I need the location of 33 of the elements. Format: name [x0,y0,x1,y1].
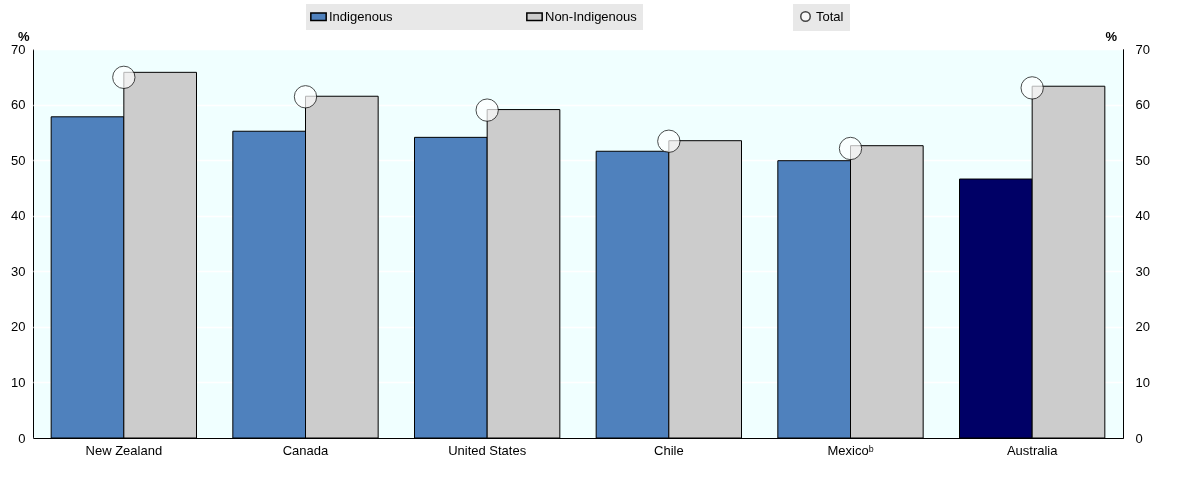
y2-tick-label: 40 [1135,208,1150,224]
y-tick-label: 50 [11,152,26,168]
y-tick-label: 30 [11,263,26,279]
y-axis-title: % [17,28,30,44]
point [838,136,863,161]
legend-label: Indigenous [329,8,394,24]
y2-axis-title: % [1105,28,1118,44]
y-tick-label: 0 [18,430,26,446]
y2-tick-label: 30 [1135,263,1150,279]
y-tick-label: 40 [11,208,26,224]
x-tick-label: Mexicoᵇ [827,442,874,458]
x-tick-label: Australia [1006,442,1059,458]
y2-tick-label: 60 [1135,97,1150,113]
y2-tick-label: 20 [1135,319,1150,335]
y-tick-label: 10 [11,374,26,390]
point [1020,76,1044,100]
legend-label: Non-Indigenous [545,8,638,24]
y2-tick-label: 50 [1135,152,1150,168]
point [475,98,499,122]
y2-tick-label: 0 [1135,430,1143,446]
y-tick-label: 20 [11,319,26,335]
y2-tick-label: 70 [1135,41,1150,57]
point [293,85,318,109]
x-tick-label: New Zealand [85,442,163,458]
point [657,129,681,153]
point [112,65,136,89]
y2-tick-label: 10 [1135,374,1150,390]
y-tick-label: 70 [11,41,26,57]
x-tick-label: Canada [282,442,330,458]
x-tick-label: Chile [654,442,684,458]
legend-label: Total [816,8,844,24]
x-tick-label: United States [448,442,527,458]
y-tick-label: 60 [11,97,26,113]
